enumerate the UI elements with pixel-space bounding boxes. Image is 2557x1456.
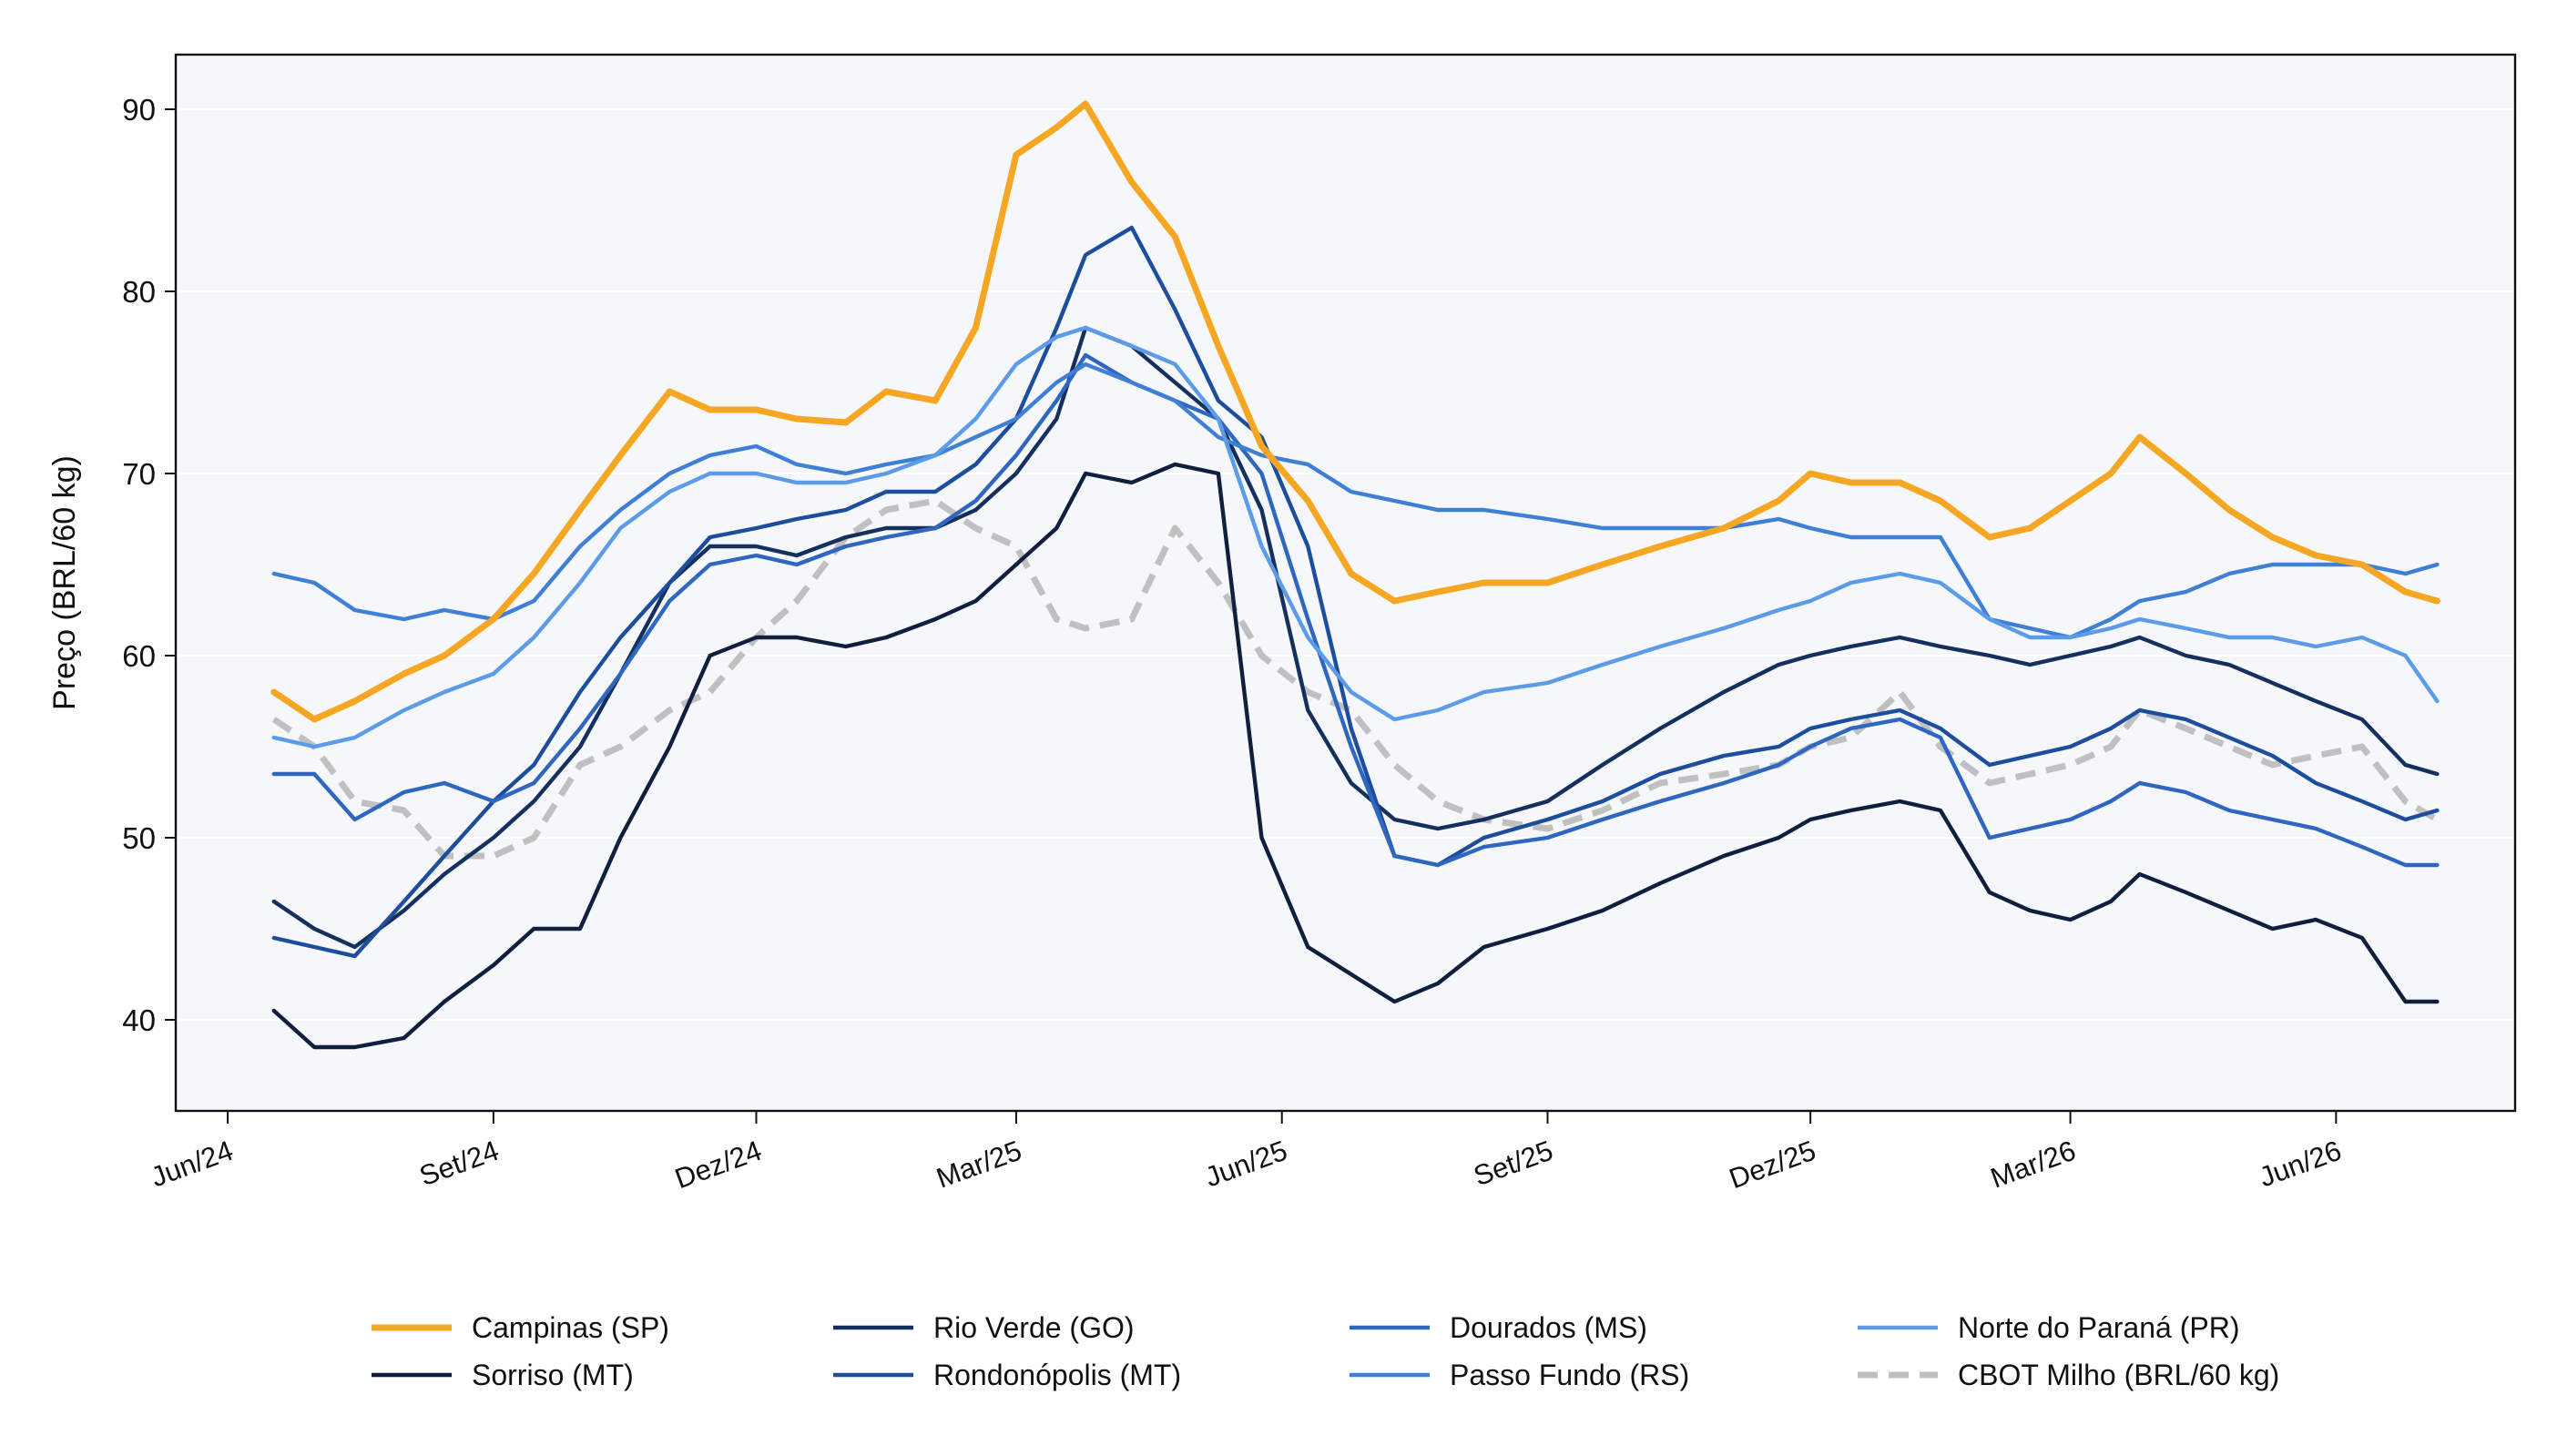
x-axis: Jun/24 Set/24 Dez/24 Mar/25 Jun/25 Set/25 Dez/… [147,1111,2346,1195]
legend-label: Campinas (SP) [472,1311,669,1344]
x-tick-label: Jun/25 [1201,1135,1291,1194]
x-tick-label: Jun/26 [2255,1135,2345,1194]
x-tick-label: Set/25 [1470,1135,1557,1193]
y-axis: 40 50 60 70 80 90 [122,93,176,1037]
legend-label: Dourados (MS) [1450,1311,1647,1344]
y-tick-label: 90 [122,93,156,127]
x-tick-label: Dez/24 [671,1135,766,1195]
legend-label: Rio Verde (GO) [933,1311,1135,1344]
series-line-1 [271,462,2440,1050]
x-tick-label: Set/24 [415,1135,503,1193]
y-tick-label: 60 [122,639,156,673]
series-line-0 [270,100,2440,723]
y-tick-label: 40 [122,1003,156,1037]
x-tick-label: Dez/25 [1725,1135,1819,1195]
series-line-4 [271,352,2440,868]
y-tick-label: 50 [122,821,156,855]
legend-label: Passo Fundo (RS) [1450,1359,1689,1391]
grid-lines [176,108,2515,1021]
y-tick-label: 80 [122,275,156,309]
x-tick-label: Mar/26 [1986,1135,2080,1195]
series-line-3 [271,225,2440,959]
x-tick-label: Jun/24 [147,1135,237,1194]
plot-frame [174,53,2517,1113]
y-axis-label: Preço (BRL/60 kg) [47,455,82,710]
plot-background [176,55,2515,1111]
x-tick-label: Mar/25 [932,1135,1026,1195]
legend-label: Norte do Paraná (PR) [1958,1311,2239,1344]
y-tick-label: 70 [122,457,156,491]
legend-label: Sorriso (MT) [472,1359,634,1391]
legend-label: Rondonópolis (MT) [933,1359,1181,1391]
legend: Campinas (SP) Rio Verde (GO) Dourados (MS)… [372,1311,2279,1391]
series-line-6 [271,325,2440,749]
series-lines [270,100,2440,1050]
legend-label: CBOT Milho (BRL/60 kg) [1958,1359,2279,1391]
series-line-5 [271,361,2440,640]
